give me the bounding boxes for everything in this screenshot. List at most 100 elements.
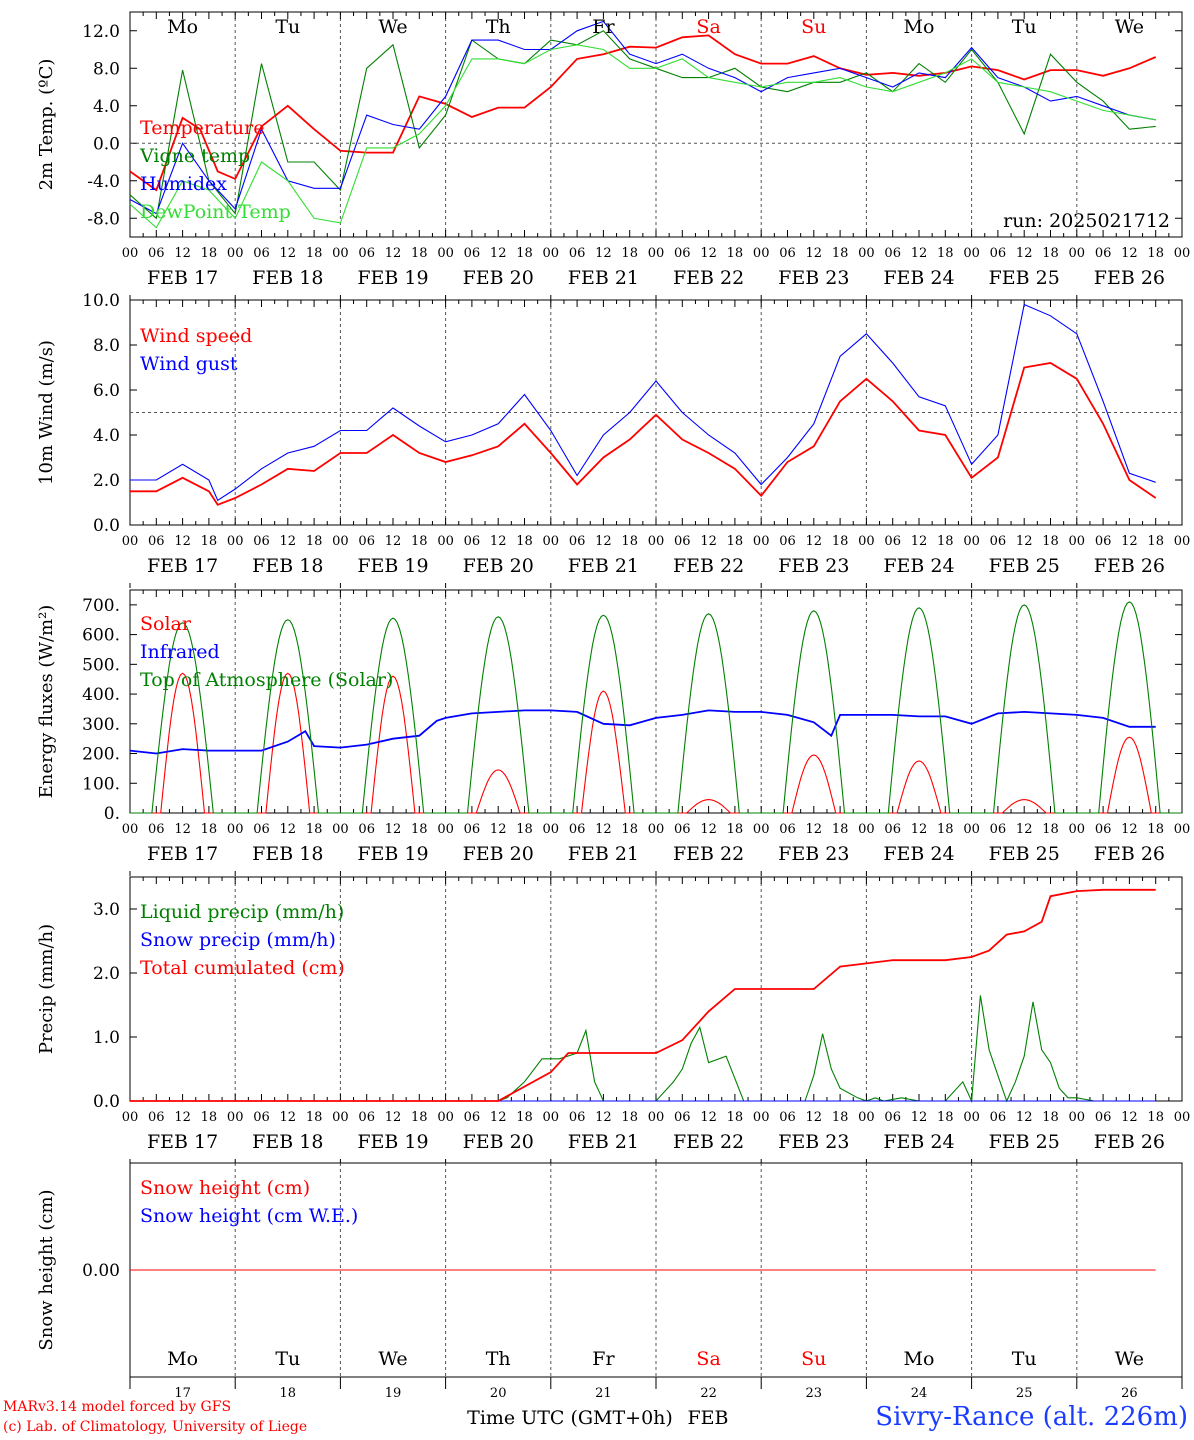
date-label: FEB 20 <box>463 1131 534 1153</box>
hour-tick-label: 06 <box>884 534 901 549</box>
date-label: FEB 24 <box>883 267 954 289</box>
hour-tick-label: 12 <box>385 1110 402 1125</box>
date-label: FEB 23 <box>778 1131 849 1153</box>
hour-tick-label: 18 <box>306 1110 323 1125</box>
series-humidex <box>129 20 1156 215</box>
day-number-label: 18 <box>280 1386 297 1401</box>
hour-tick-label: 00 <box>543 246 560 261</box>
date-label: FEB 25 <box>989 267 1060 289</box>
hour-tick-label: 18 <box>1147 534 1164 549</box>
day-number-label: 22 <box>700 1386 717 1401</box>
y-tick-label: 0.0 <box>93 516 120 536</box>
hour-tick-label: 06 <box>779 822 796 837</box>
hour-tick-label: 18 <box>832 822 849 837</box>
x-axis-label: Time UTC (GMT+0h) <box>467 1407 673 1429</box>
hour-tick-label: 12 <box>280 822 297 837</box>
hour-tick-label: 06 <box>464 246 481 261</box>
date-label: FEB 20 <box>463 555 534 577</box>
y-tick-label: 100. <box>82 774 120 794</box>
hour-tick-label: 06 <box>148 822 165 837</box>
hour-tick-label: 00 <box>227 534 244 549</box>
hour-tick-label: 18 <box>306 534 323 549</box>
hour-tick-label: 12 <box>1121 1110 1138 1125</box>
hour-tick-label: 00 <box>648 534 665 549</box>
hour-tick-label: 06 <box>253 246 270 261</box>
date-label: FEB 19 <box>357 843 428 865</box>
legend-entry: Top of Atmosphere (Solar) <box>140 669 393 691</box>
date-label: FEB 26 <box>1094 1131 1165 1153</box>
hour-tick-label: 06 <box>569 246 586 261</box>
hour-tick-label: 12 <box>490 534 507 549</box>
date-label: FEB 21 <box>568 267 639 289</box>
y-axis-label: 2m Temp. (ºC) <box>36 59 57 191</box>
hour-tick-label: 00 <box>332 534 349 549</box>
hour-tick-label: 12 <box>1016 534 1033 549</box>
day-number-label: 26 <box>1121 1386 1138 1401</box>
hour-tick-label: 18 <box>727 1110 744 1125</box>
date-label: FEB 19 <box>357 555 428 577</box>
weekday-label-top: Mo <box>167 16 198 38</box>
hour-tick-label: 12 <box>490 1110 507 1125</box>
date-label: FEB 22 <box>673 843 744 865</box>
hour-tick-label: 18 <box>1042 534 1059 549</box>
hour-tick-label: 00 <box>1069 534 1086 549</box>
hour-tick-label: 12 <box>1121 822 1138 837</box>
series-infrared <box>129 709 1156 755</box>
date-label: FEB 23 <box>778 555 849 577</box>
hour-tick-label: 18 <box>201 246 218 261</box>
hour-tick-label: 00 <box>648 822 665 837</box>
hour-tick-label: 18 <box>1042 822 1059 837</box>
hour-tick-label: 18 <box>306 822 323 837</box>
hour-tick-label: 12 <box>700 246 717 261</box>
hour-tick-label: 06 <box>569 534 586 549</box>
day-number-label: 17 <box>174 1386 191 1401</box>
hour-tick-label: 18 <box>937 534 954 549</box>
hour-tick-label: 12 <box>174 822 191 837</box>
hour-tick-label: 06 <box>779 534 796 549</box>
hour-tick-label: 00 <box>227 246 244 261</box>
hour-tick-label: 12 <box>595 822 612 837</box>
date-label: FEB 26 <box>1094 267 1165 289</box>
y-axis-label: Energy fluxes (W/m²) <box>36 605 57 799</box>
hour-tick-label: 12 <box>595 246 612 261</box>
hour-tick-label: 18 <box>411 534 428 549</box>
hour-tick-label: 00 <box>1069 1110 1086 1125</box>
weekday-label-top: Th <box>486 16 511 38</box>
lab-credit: (c) Lab. of Climatology, University of L… <box>3 1419 308 1435</box>
hour-tick-label: 18 <box>937 1110 954 1125</box>
weekday-label-bottom: We <box>378 1348 407 1370</box>
hour-tick-label: 00 <box>753 534 770 549</box>
hour-tick-label: 12 <box>806 534 823 549</box>
hour-tick-label: 12 <box>280 534 297 549</box>
hour-tick-label: 18 <box>201 1110 218 1125</box>
hour-tick-label: 06 <box>990 534 1007 549</box>
date-label: FEB 20 <box>463 843 534 865</box>
y-tick-label: 500. <box>82 655 120 675</box>
hour-tick-label: 12 <box>490 246 507 261</box>
hour-tick-label: 18 <box>1147 1110 1164 1125</box>
weekday-label-bottom: Fr <box>592 1348 615 1370</box>
date-label: FEB 21 <box>568 843 639 865</box>
y-tick-label: 8.0 <box>93 59 120 79</box>
hour-tick-label: 00 <box>858 534 875 549</box>
weekday-label-bottom: Su <box>801 1348 826 1370</box>
hour-tick-label: 06 <box>464 822 481 837</box>
hour-tick-label: 00 <box>332 822 349 837</box>
hour-tick-label: 06 <box>464 1110 481 1125</box>
hour-tick-label: 12 <box>1016 246 1033 261</box>
date-label: FEB 25 <box>989 1131 1060 1153</box>
hour-tick-label: 06 <box>148 246 165 261</box>
weekday-label-bottom: Th <box>486 1348 511 1370</box>
hour-tick-label: 00 <box>1069 246 1086 261</box>
hour-tick-label: 12 <box>911 822 928 837</box>
hour-tick-label: 12 <box>1121 534 1138 549</box>
hour-tick-label: 18 <box>727 246 744 261</box>
series-temperature <box>129 34 1157 192</box>
day-number-label: 23 <box>806 1386 823 1401</box>
series-liquid-precip-mm-h- <box>130 995 1156 1104</box>
legend-entry: Wind speed <box>140 325 252 347</box>
hour-tick-label: 12 <box>806 1110 823 1125</box>
legend-entry: Total cumulated (cm) <box>140 957 345 979</box>
hour-tick-label: 18 <box>937 822 954 837</box>
hour-tick-label: 06 <box>253 534 270 549</box>
